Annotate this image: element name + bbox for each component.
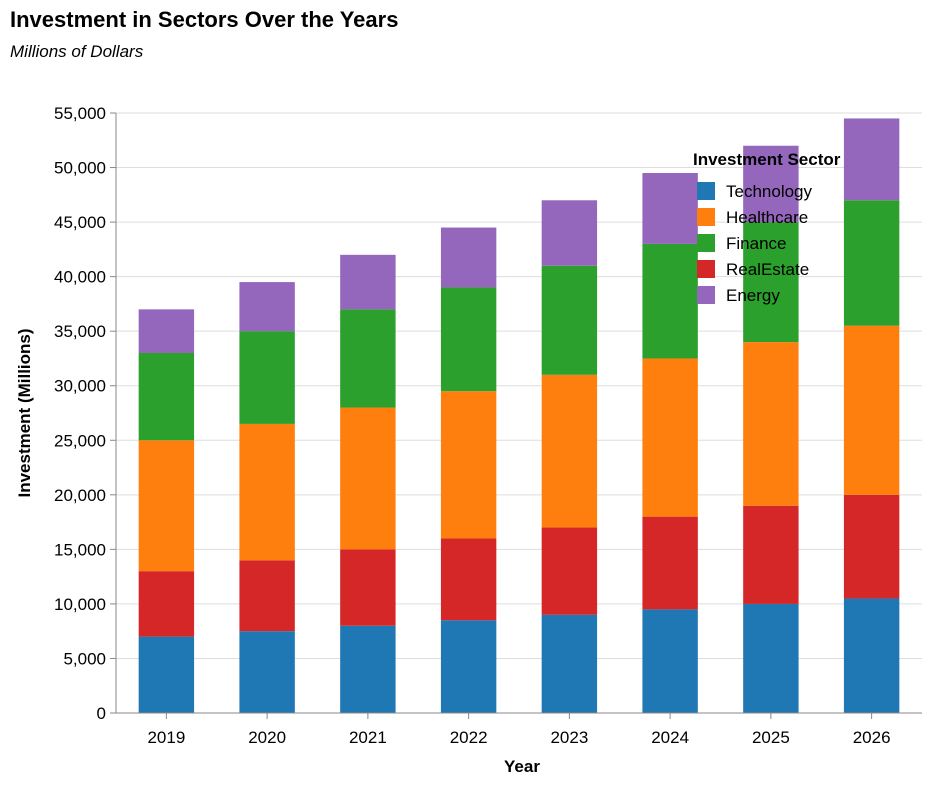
legend-swatch-energy: [697, 286, 715, 304]
bar-finance-2019: [138, 353, 195, 441]
bar-realestate-2025: [743, 505, 799, 604]
legend-swatch-realestate: [697, 260, 715, 278]
bar-healthcare-2019: [138, 440, 195, 572]
x-tick-label: 2021: [349, 728, 387, 747]
bar-energy-2023: [541, 200, 598, 266]
bar-energy-2026: [843, 118, 900, 201]
bar-healthcare-2024: [642, 358, 698, 517]
bar-realestate-2026: [843, 494, 900, 599]
bar-energy-2025: [743, 145, 799, 223]
x-tick-label: 2024: [651, 728, 689, 747]
y-tick-label: 25,000: [54, 431, 106, 450]
bar-technology-2025: [743, 603, 799, 713]
bar-healthcare-2026: [843, 325, 900, 495]
bar-realestate-2021: [340, 549, 396, 626]
bar-energy-2020: [239, 282, 295, 332]
bar-finance-2022: [440, 287, 497, 392]
legend-swatch-finance: [697, 234, 715, 252]
x-tick-label: 2019: [147, 728, 185, 747]
bar-energy-2021: [340, 254, 396, 310]
bar-realestate-2022: [440, 538, 497, 621]
bar-finance-2026: [843, 200, 900, 326]
y-tick-label: 55,000: [54, 104, 106, 123]
legend-swatch-healthcare: [697, 208, 715, 226]
bars: [138, 118, 900, 713]
legend-label-healthcare: Healthcare: [726, 208, 808, 227]
bar-finance-2021: [340, 309, 396, 408]
bar-realestate-2020: [239, 560, 295, 632]
axes: 0 5,000 10,000 15,000 20,000 25,000 30,000 35,0…: [54, 104, 922, 747]
bar-technology-2021: [340, 625, 396, 713]
bar-finance-2023: [541, 265, 598, 375]
bar-healthcare-2025: [743, 342, 799, 506]
bar-technology-2024: [642, 609, 698, 713]
x-tick-label: 2020: [248, 728, 286, 747]
x-tick-label: 2022: [450, 728, 488, 747]
y-tick-label: 45,000: [54, 213, 106, 232]
y-tick-label: 0: [97, 704, 106, 723]
bar-healthcare-2020: [239, 423, 295, 561]
bar-healthcare-2022: [440, 391, 497, 539]
bar-technology-2022: [440, 620, 497, 713]
bar-healthcare-2021: [340, 407, 396, 550]
legend-swatch-technology: [697, 182, 715, 200]
y-tick-label: 20,000: [54, 486, 106, 505]
y-tick-label: 50,000: [54, 159, 106, 178]
y-axis-title: Investment (Millions): [15, 328, 34, 497]
bar-energy-2022: [440, 227, 497, 288]
y-tick-label: 10,000: [54, 595, 106, 614]
y-tick-label: 35,000: [54, 322, 106, 341]
y-tick-label: 5,000: [63, 649, 106, 668]
bar-realestate-2024: [642, 516, 698, 610]
grid-lines: [116, 112, 922, 714]
legend-label-realestate: RealEstate: [726, 260, 809, 279]
x-tick-label: 2026: [853, 728, 891, 747]
bar-technology-2023: [541, 614, 598, 713]
x-axis-title: Year: [504, 757, 540, 776]
y-tick-label: 30,000: [54, 377, 106, 396]
y-tick-label: 15,000: [54, 540, 106, 559]
bar-energy-2019: [138, 309, 195, 353]
bar-realestate-2019: [138, 571, 195, 637]
bar-energy-2024: [642, 173, 698, 244]
legend-label-energy: Energy: [726, 286, 780, 305]
legend-label-finance: Finance: [726, 234, 786, 253]
y-tick-label: 40,000: [54, 268, 106, 287]
bar-finance-2020: [239, 331, 295, 424]
legend: Investment Sector Technology Healthcare Fi…: [693, 150, 841, 305]
bar-realestate-2023: [541, 527, 598, 615]
legend-label-technology: Technology: [726, 182, 813, 201]
bar-technology-2019: [138, 636, 195, 713]
bar-technology-2020: [239, 631, 295, 713]
chart-title: Investment in Sectors Over the Years: [10, 7, 399, 32]
bar-finance-2024: [642, 243, 698, 359]
x-tick-label: 2025: [752, 728, 790, 747]
bar-technology-2026: [843, 598, 900, 713]
bar-finance-2025: [743, 222, 799, 343]
legend-title: Investment Sector: [693, 150, 841, 169]
bar-healthcare-2023: [541, 374, 598, 528]
chart-subtitle: Millions of Dollars: [10, 42, 144, 61]
x-tick-label: 2023: [550, 728, 588, 747]
